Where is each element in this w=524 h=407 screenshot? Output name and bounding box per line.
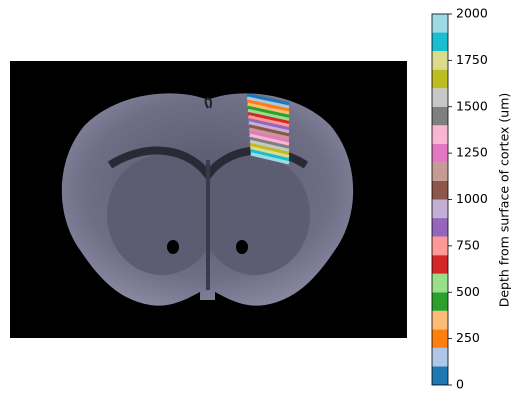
probe-stripe [250, 146, 290, 159]
probe-track [246, 93, 290, 165]
probe-stripe [248, 127, 290, 140]
y-tick-label: 250 [456, 330, 480, 345]
probe-stripe [249, 139, 290, 153]
probe-stripe [247, 105, 290, 119]
y-tick-label: 1500 [456, 98, 488, 113]
colorbar-segment [432, 366, 448, 385]
colorbar-segment [432, 292, 448, 311]
colorbar-segment [432, 218, 448, 237]
brain-image [10, 61, 407, 338]
y-tick-label: 2000 [456, 6, 488, 21]
colorbar-segment [432, 180, 448, 200]
colorbar-segment [432, 162, 448, 181]
probe-stripe [248, 115, 290, 128]
y-tick-label: 0 [456, 377, 464, 392]
probe-stripe [247, 99, 290, 112]
probe-stripe [246, 93, 290, 106]
colorbar-label: Depth from surface of cortex (um) [497, 93, 512, 308]
probe-stripe [249, 133, 290, 146]
probe-stripe [249, 142, 290, 156]
colorbar-segment [432, 273, 448, 293]
probe-stripe [250, 149, 290, 162]
probe-stripe [246, 96, 290, 109]
colorbar-segment [432, 347, 448, 367]
probe-stripe [249, 130, 290, 143]
probe-stripe [247, 111, 290, 125]
y-tick-label: 500 [456, 284, 480, 299]
colorbar-segment [432, 255, 448, 274]
y-tick-label: 1250 [456, 145, 488, 160]
colorbar-segment [432, 329, 448, 348]
probe-stripe [248, 121, 290, 134]
probe-stripe [249, 136, 290, 150]
probe-stripe [247, 108, 290, 122]
probe-stripe [248, 124, 290, 137]
probe-stripe [248, 118, 290, 131]
y-tick-label: 750 [456, 237, 480, 252]
y-tick-label: 1000 [456, 191, 488, 206]
probe-stripe [247, 102, 290, 115]
colorbar-segment [432, 236, 448, 256]
colorbar-segment [432, 125, 448, 144]
colorbar-segment [432, 32, 448, 52]
colorbar-segment [432, 106, 448, 126]
colorbar-segment [432, 310, 448, 330]
colorbar-segment [432, 88, 448, 107]
colorbar-segment [432, 69, 448, 89]
colorbar-segment [432, 143, 448, 163]
y-tick-label: 1750 [456, 52, 488, 67]
probe-stripe [250, 152, 290, 165]
colorbar-segment [432, 51, 448, 70]
colorbar-segment [432, 199, 448, 219]
colorbar-segment [432, 14, 448, 33]
